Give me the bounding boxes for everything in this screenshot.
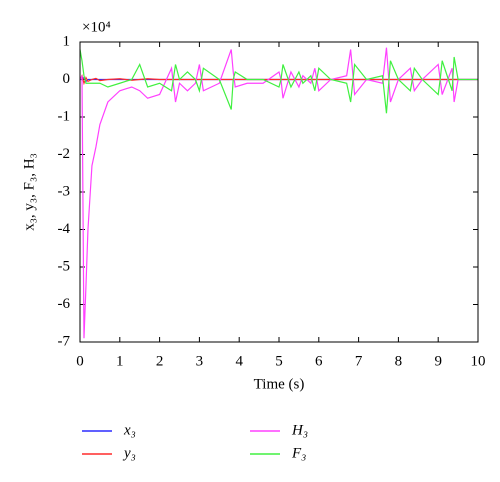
y-tick-label: -7 — [58, 333, 71, 349]
legend-label: y₃ — [122, 445, 136, 461]
x-tick-label: 4 — [235, 353, 243, 369]
x-tick-label: 1 — [116, 353, 124, 369]
y-axis-label: x₃, y₃, F₃, H₃ — [21, 153, 37, 231]
plot-frame — [79, 41, 479, 343]
x-tick-label: 5 — [275, 353, 283, 369]
series-line — [79, 74, 478, 86]
x-axis-label: Time (s) — [254, 376, 305, 392]
y-scale-label: ×10⁴ — [82, 19, 111, 35]
legend-label: x₃ — [123, 422, 136, 438]
y-tick-label: 1 — [63, 33, 71, 49]
x-tick-label: 9 — [434, 353, 442, 369]
y-tick-label: -2 — [58, 146, 71, 162]
legend-label: F₃ — [291, 445, 306, 461]
series-line — [79, 49, 478, 114]
x-tick-label: 10 — [471, 353, 486, 369]
x-tick-label: 6 — [315, 353, 323, 369]
x-tick-label: 0 — [76, 353, 84, 369]
y-tick-label: -1 — [58, 108, 71, 124]
y-tick-label: -3 — [58, 183, 71, 199]
y-tick-label: -5 — [58, 258, 71, 274]
y-tick-label: -4 — [58, 221, 71, 237]
x-tick-label: 2 — [156, 353, 164, 369]
series-line — [79, 47, 478, 339]
legend-label: H₃ — [291, 422, 308, 438]
y-tick-label: 0 — [63, 71, 71, 87]
x-tick-label: 8 — [395, 353, 403, 369]
x-tick-label: 3 — [196, 353, 204, 369]
x-tick-label: 7 — [355, 353, 363, 369]
y-tick-label: -6 — [58, 296, 71, 312]
